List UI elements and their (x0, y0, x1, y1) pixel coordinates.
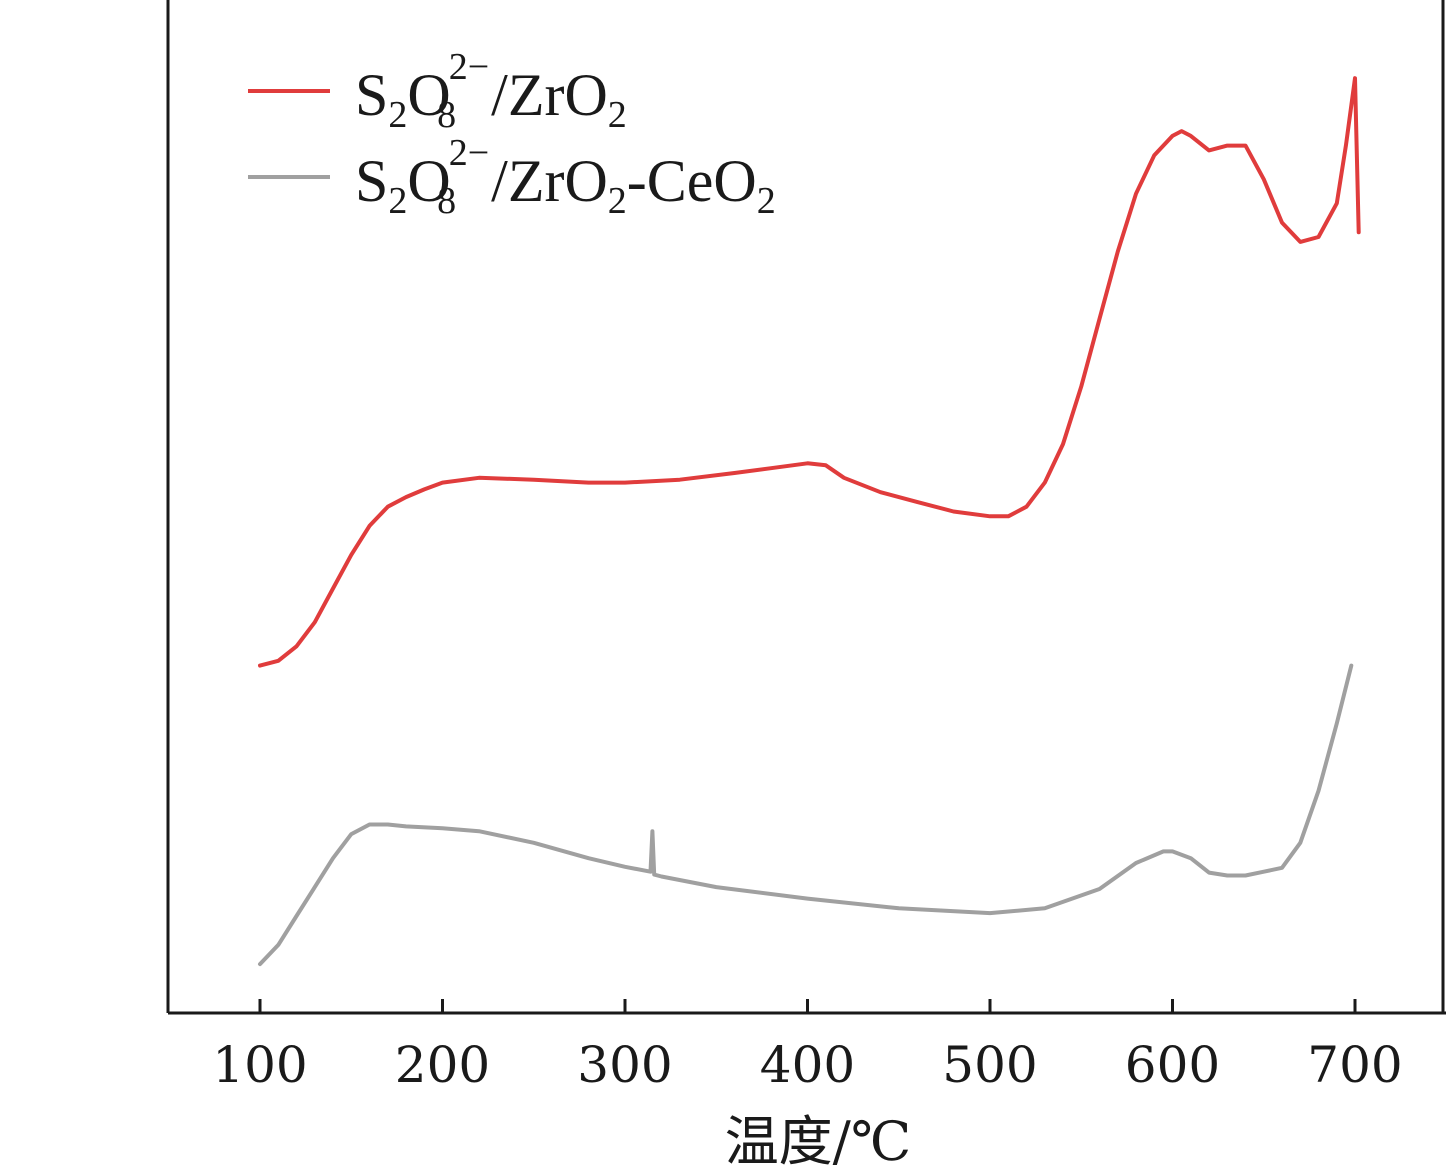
x-tick-label: 700 (1307, 1036, 1402, 1094)
series-line-0 (258, 76, 1361, 668)
x-tick-label: 100 (212, 1036, 307, 1094)
x-tick-label: 500 (942, 1036, 1037, 1094)
legend-label-zro2: S2O2− 8 /ZrO2 (355, 46, 627, 136)
x-ticks (258, 999, 1357, 1013)
x-tick-label: 400 (760, 1036, 855, 1094)
series-layer (258, 76, 1361, 967)
x-tick-label: 600 (1125, 1036, 1220, 1094)
legend: S2O2− 8 /ZrO2 S2O2− 8 /ZrO2-CeO2 (248, 46, 776, 222)
legend-label-zro2-ceo2: S2O2− 8 /ZrO2-CeO2 (355, 132, 776, 222)
x-axis-title: 温度/℃ (725, 1110, 912, 1170)
x-tick-labels: 100 200 300 400 500 600 700 (212, 1036, 1402, 1094)
x-tick-label: 200 (395, 1036, 490, 1094)
x-tick-label: 300 (577, 1036, 672, 1094)
series-line-1 (258, 663, 1354, 967)
